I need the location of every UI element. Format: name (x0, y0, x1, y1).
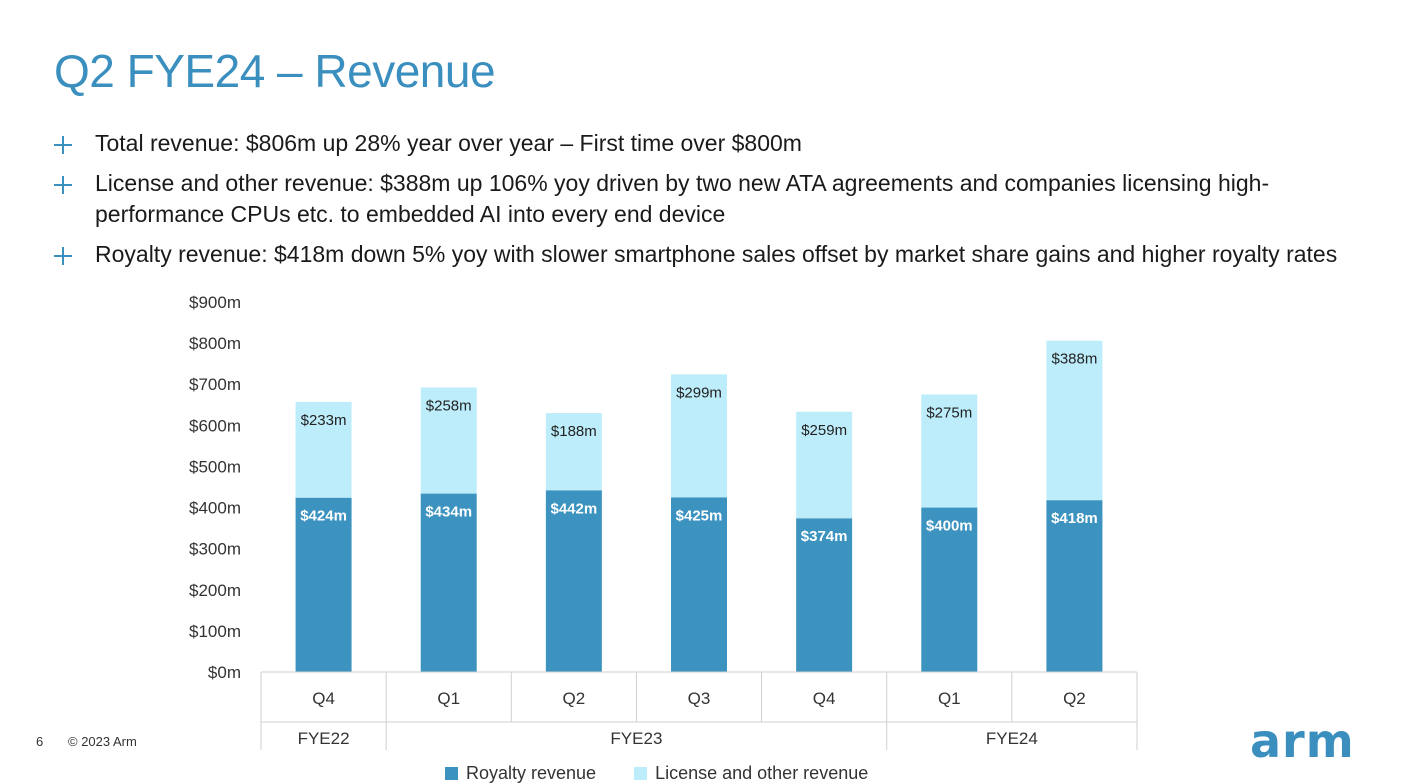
y-tick-label: $0m (208, 663, 241, 682)
bar-license (1046, 340, 1103, 501)
bar-royalty (545, 490, 602, 672)
legend-swatch-license (634, 767, 648, 780)
data-label-royalty: $424m (300, 508, 347, 525)
bar-royalty (295, 497, 352, 672)
page-title: Q2 FYE24 – Revenue (54, 45, 496, 97)
group-label: FYE22 (298, 729, 350, 748)
legend-item-royalty: Royalty revenue (445, 763, 596, 784)
legend-label-license: License and other revenue (655, 763, 869, 783)
data-label-royalty: $425m (676, 507, 723, 524)
legend-label-royalty: Royalty revenue (466, 763, 597, 783)
bar-license (671, 374, 727, 498)
x-tick-label: Q4 (312, 689, 335, 708)
copyright-text: © 2023 Arm (68, 734, 137, 749)
bar-license (796, 411, 853, 519)
bullet-license-revenue: License and other revenue: $388m up 106%… (52, 168, 1352, 230)
y-tick-label: $400m (189, 499, 241, 518)
y-tick-label: $500m (189, 457, 241, 476)
page-number: 6 (36, 734, 44, 749)
data-label-royalty: $400m (926, 518, 973, 535)
plus-bullet-icon (54, 247, 72, 265)
legend-item-license: License and other revenue (634, 763, 868, 784)
data-label-license: $258m (426, 398, 472, 415)
bar-license (420, 387, 477, 494)
bar-license (545, 413, 602, 491)
data-label-royalty: $374m (801, 528, 848, 545)
data-label-royalty: $442m (550, 500, 597, 517)
data-label-royalty: $418m (1051, 510, 1098, 527)
bullet-text: Royalty revenue: $418m down 5% yoy with … (95, 241, 1338, 267)
bullet-royalty-revenue: Royalty revenue: $418m down 5% yoy with … (52, 239, 1352, 270)
y-tick-label: $900m (189, 293, 241, 312)
data-label-license: $275m (926, 405, 972, 422)
arm-logo: arm (1250, 714, 1355, 768)
y-tick-label: $600m (189, 416, 241, 435)
data-label-license: $233m (301, 412, 347, 429)
legend-swatch-royalty (445, 767, 458, 780)
data-label-license: $259m (801, 422, 847, 439)
group-label: FYE23 (610, 729, 662, 748)
bar-royalty (921, 507, 978, 672)
plus-bullet-icon (54, 176, 72, 194)
bar-royalty (671, 497, 727, 672)
x-tick-label: Q4 (813, 689, 836, 708)
bullet-total-revenue: Total revenue: $806m up 28% year over ye… (52, 128, 1352, 159)
x-tick-label: Q1 (938, 689, 961, 708)
x-tick-label: Q2 (563, 689, 586, 708)
y-tick-label: $100m (189, 622, 241, 641)
group-label: FYE24 (986, 729, 1038, 748)
x-tick-label: Q3 (688, 689, 711, 708)
y-tick-label: $200m (189, 581, 241, 600)
data-label-royalty: $434m (425, 504, 472, 521)
data-label-license: $299m (676, 384, 722, 401)
x-tick-label: Q2 (1063, 689, 1086, 708)
bullet-text: License and other revenue: $388m up 106%… (95, 170, 1270, 227)
bullet-text: Total revenue: $806m up 28% year over ye… (95, 130, 802, 156)
bar-royalty (420, 493, 477, 672)
y-tick-label: $800m (189, 334, 241, 353)
chart-legend: Royalty revenue License and other revenu… (445, 763, 868, 784)
bullet-list: Total revenue: $806m up 28% year over ye… (52, 128, 1352, 279)
bar-license (295, 401, 352, 498)
bar-license (921, 394, 978, 508)
x-tick-label: Q1 (437, 689, 460, 708)
y-tick-label: $700m (189, 375, 241, 394)
data-label-license: $188m (551, 423, 597, 440)
bar-royalty (796, 518, 853, 672)
plus-bullet-icon (54, 136, 72, 154)
data-label-license: $388m (1051, 351, 1097, 368)
y-tick-label: $300m (189, 540, 241, 559)
bar-royalty (1046, 500, 1103, 672)
